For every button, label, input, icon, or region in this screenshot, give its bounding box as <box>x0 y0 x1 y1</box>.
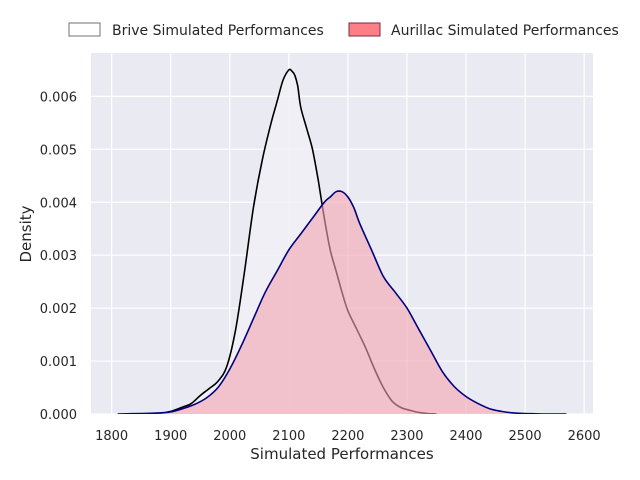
x-tick-label: 2400 <box>449 429 482 444</box>
x-tick-label: 2000 <box>213 429 246 444</box>
x-tick-labels: 1800 1900 2000 2100 2200 2300 2400 2500 2600 <box>95 429 601 444</box>
density-areas <box>117 68 567 414</box>
y-tick-label: 0.001 <box>40 355 77 370</box>
legend-swatch-brive <box>68 22 101 37</box>
x-tick-label: 1800 <box>95 429 128 444</box>
y-tick-label: 0.006 <box>40 90 77 105</box>
density-area-brive <box>141 69 437 414</box>
x-tick-label: 2100 <box>272 429 305 444</box>
legend-swatch-aurillac <box>348 22 381 37</box>
density-area-aurillac <box>117 191 567 414</box>
x-tick-label: 2300 <box>390 429 423 444</box>
y-tick-label: 0.005 <box>40 143 77 158</box>
legend-label-brive: Brive Simulated Performances <box>112 23 324 39</box>
y-tick-label: 0.003 <box>40 249 77 264</box>
x-tick-label: 1900 <box>154 429 187 444</box>
y-tick-label: 0.000 <box>40 408 77 423</box>
y-tick-labels: 0.000 0.001 0.002 0.003 0.004 0.005 0.006 <box>40 90 77 423</box>
y-tick-label: 0.002 <box>40 302 77 317</box>
density-line-aurillac <box>117 190 567 414</box>
x-axis-label: Simulated Performances <box>250 445 434 463</box>
x-tick-label: 2500 <box>509 429 542 444</box>
legend-label-aurillac: Aurillac Simulated Performances <box>391 23 619 39</box>
legend: Brive Simulated Performances Aurillac Si… <box>68 22 619 39</box>
x-tick-label: 2200 <box>331 429 364 444</box>
y-axis-label: Density <box>17 205 35 262</box>
x-tick-label: 2600 <box>568 429 601 444</box>
y-tick-label: 0.004 <box>40 196 77 211</box>
